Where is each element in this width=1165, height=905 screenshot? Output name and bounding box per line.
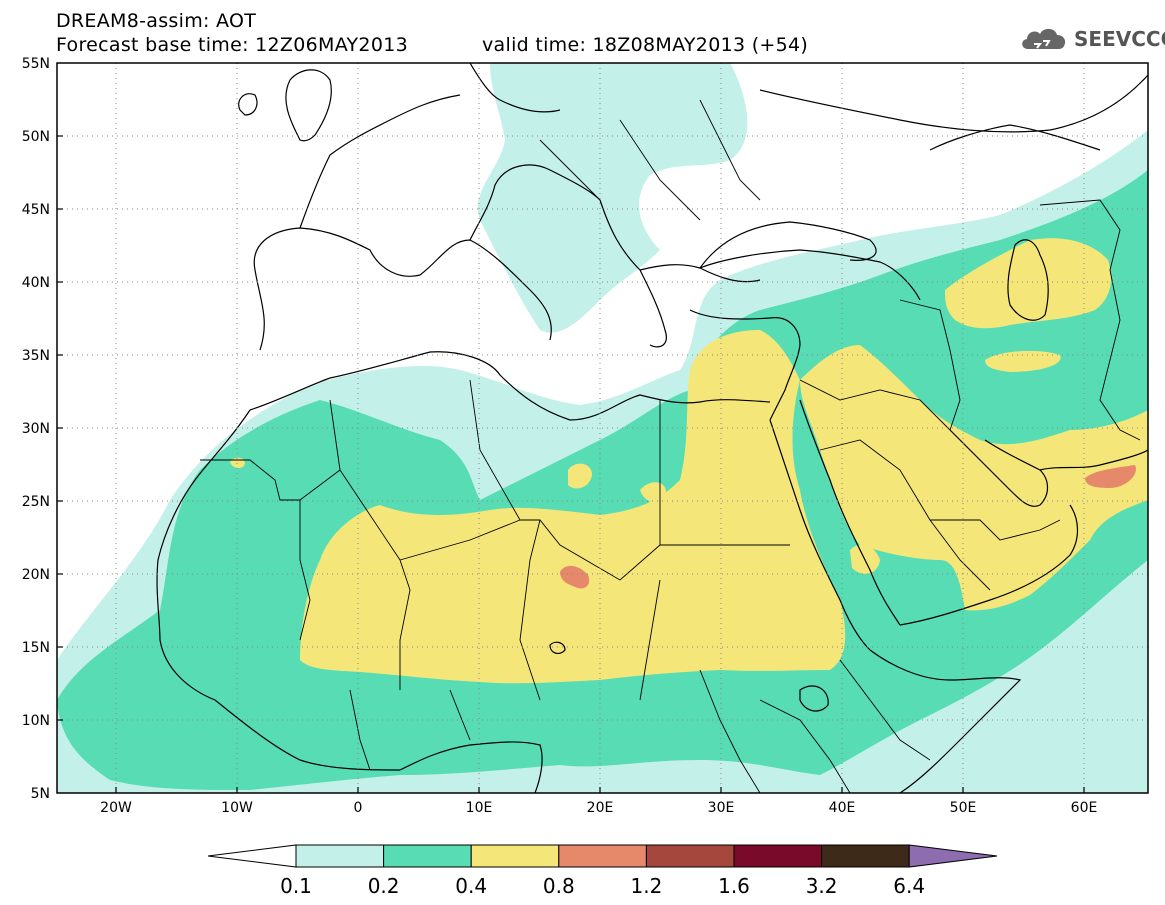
lat-label: 15N — [22, 640, 50, 656]
lon-label: 50E — [950, 800, 977, 816]
lat-label: 25N — [22, 494, 50, 510]
lon-label: 30E — [708, 800, 735, 816]
lat-label: 50N — [22, 129, 50, 145]
latitude-labels: 55N 50N 45N 40N 35N 30N 25N 20N 15N 10N … — [22, 56, 50, 802]
colorbar-label: 0.2 — [368, 874, 400, 898]
lon-label: 60E — [1071, 800, 1098, 816]
aot-band-0.8-chad — [560, 565, 590, 589]
lon-label: 20W — [100, 800, 132, 816]
colorbar-under-triangle — [207, 844, 297, 868]
aot-band-0.4-spot-libya — [568, 463, 592, 489]
colorbar-segment-0.8-1.2 — [558, 844, 647, 868]
lon-label: 40E — [829, 800, 856, 816]
longitude-labels: 20W 10W 0 10E 20E 30E 40E 50E 60E — [100, 800, 1097, 816]
colorbar-label: 3.2 — [806, 874, 838, 898]
aot-band-0.1-europe — [477, 63, 748, 333]
cloud-icon — [1022, 28, 1066, 49]
valid-time: valid time: 18Z08MAY2013 (+54) — [482, 34, 809, 56]
lat-label: 5N — [31, 786, 50, 802]
logo-text: SEEVCCC — [1074, 27, 1165, 51]
aot-band-0.4-iran-south — [985, 350, 1061, 372]
lat-label: 55N — [22, 56, 50, 72]
graticule — [57, 63, 1148, 793]
colorbar-labels: 0.1 0.2 0.4 0.8 1.2 1.6 3.2 6.4 — [280, 874, 925, 898]
lon-label: 10E — [466, 800, 493, 816]
lon-label: 0 — [354, 800, 363, 816]
aot-band-0.4-sahara — [300, 330, 846, 684]
lat-label: 10N — [22, 713, 50, 729]
lon-label: 20E — [587, 800, 614, 816]
colorbar-label: 0.8 — [543, 874, 575, 898]
forecast-base-time: Forecast base time: 12Z06MAY2013 — [56, 34, 408, 56]
map-title: DREAM8-assim: AOT — [56, 10, 257, 32]
lon-label: 10W — [221, 800, 253, 816]
aot-band-0.4-arabia — [800, 345, 1148, 611]
lat-label: 30N — [22, 421, 50, 437]
colorbar-segment-3.2-6.4 — [821, 844, 910, 868]
seevccc-logo: SEEVCCC — [1018, 22, 1165, 56]
colorbar-label: 6.4 — [893, 874, 925, 898]
colorbar-label: 0.1 — [280, 874, 312, 898]
coastlines — [156, 63, 1148, 793]
lat-label: 35N — [22, 348, 50, 364]
colorbar-segment-0.1-0.2 — [295, 844, 385, 868]
colorbar — [207, 844, 998, 868]
colorbar-segment-0.4-0.8 — [470, 844, 560, 868]
aot-band-0.4-iran — [945, 238, 1112, 329]
axis-ticks — [57, 135, 1085, 793]
colorbar-segment-1.6-3.2 — [733, 844, 823, 868]
colorbar-segment-0.2-0.4 — [383, 844, 472, 868]
aot-field — [57, 63, 1148, 793]
colorbar-label: 1.2 — [630, 874, 662, 898]
colorbar-over-triangle — [908, 844, 998, 868]
country-borders — [200, 99, 1141, 793]
lat-label: 20N — [22, 567, 50, 583]
colorbar-label: 1.6 — [718, 874, 750, 898]
colorbar-label: 0.4 — [455, 874, 487, 898]
colorbar-segment-1.2-1.6 — [645, 844, 735, 868]
aot-band-0.8-iran — [1085, 465, 1136, 488]
lat-label: 45N — [22, 202, 50, 218]
lat-label: 40N — [22, 275, 50, 291]
